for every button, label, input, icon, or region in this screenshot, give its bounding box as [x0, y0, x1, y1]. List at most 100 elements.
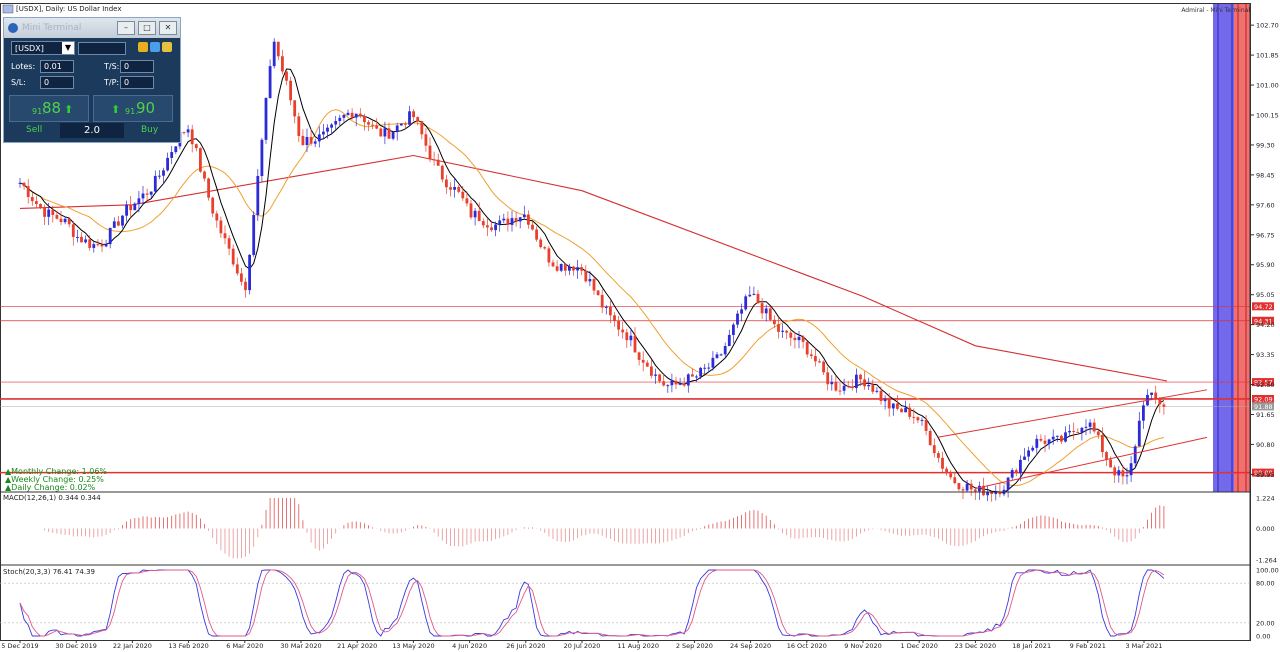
- lots-input[interactable]: 0.01: [40, 60, 74, 73]
- terminal-toolbar[interactable]: [138, 42, 172, 52]
- candle-body: [96, 244, 100, 246]
- close-icon[interactable]: ✕: [159, 21, 177, 35]
- buy-button[interactable]: Buy: [141, 125, 159, 135]
- candle-body: [1027, 450, 1030, 457]
- lot-size-input[interactable]: 2.0: [60, 123, 124, 138]
- tp-input[interactable]: 0: [120, 76, 154, 89]
- ts-input[interactable]: 0: [120, 60, 154, 73]
- candle-body: [174, 146, 178, 153]
- candle-body: [145, 193, 149, 195]
- level-badge: [1252, 468, 1274, 477]
- symbol-select[interactable]: [USDX] ▼: [11, 41, 75, 55]
- candle-body: [547, 248, 551, 263]
- minimize-icon[interactable]: –: [117, 21, 135, 35]
- y-tick-label: 101.85: [1256, 52, 1279, 60]
- candle-body: [719, 354, 723, 356]
- buy-price-button[interactable]: ⬆ 91. 90: [93, 95, 173, 122]
- y-tick-label: 98.45: [1256, 171, 1275, 179]
- candle-body: [219, 220, 223, 234]
- candle-body: [117, 221, 120, 226]
- stoch-tick-label: 100.00: [1256, 567, 1279, 575]
- sell-price-button[interactable]: 91. 88 ⬆: [9, 95, 89, 122]
- candle-body: [43, 207, 46, 217]
- x-tick-label: 24 Sep 2020: [730, 642, 771, 650]
- macd-tick-label: 0.000: [1256, 525, 1275, 533]
- candle-body: [436, 159, 440, 166]
- chevron-down-icon[interactable]: ▼: [62, 42, 74, 54]
- candle-body: [1064, 432, 1067, 442]
- candle-body: [760, 303, 764, 314]
- candle-body: [957, 483, 961, 490]
- gear-icon[interactable]: [150, 42, 160, 52]
- candle-body: [732, 324, 735, 335]
- candle-body: [399, 123, 403, 126]
- info-icon[interactable]: [162, 42, 172, 52]
- candle-body: [137, 198, 141, 204]
- level-label: 90.00: [1254, 469, 1273, 477]
- symbol-extra-field[interactable]: [78, 42, 126, 55]
- candle-body: [1019, 459, 1022, 474]
- candle-body: [736, 313, 739, 325]
- candle-body: [625, 332, 629, 341]
- candle-body: [461, 191, 465, 199]
- candle-body: [662, 381, 666, 386]
- candle-body: [129, 204, 133, 211]
- candle-body: [510, 218, 514, 225]
- candle-body: [59, 218, 63, 223]
- orders-icon[interactable]: [138, 42, 148, 52]
- candle-body: [465, 198, 469, 204]
- candle-body: [1101, 434, 1104, 453]
- candle-body: [149, 191, 153, 195]
- candle-body: [190, 129, 194, 145]
- candle-body: [686, 374, 690, 386]
- candle-body: [326, 127, 329, 132]
- candle-body: [691, 374, 694, 377]
- candle-body: [551, 262, 555, 267]
- candle-body: [486, 225, 489, 228]
- x-tick-label: 4 Jun 2020: [452, 642, 487, 650]
- mini-terminal-titlebar[interactable]: Mini Terminal – □ ✕: [4, 18, 180, 38]
- candle-body: [248, 254, 251, 291]
- x-tick-label: 22 Jan 2020: [113, 642, 152, 650]
- candle-body: [375, 125, 379, 129]
- candle-body: [223, 233, 227, 239]
- lots-label: Lotes:: [11, 62, 36, 71]
- y-tick-label: 99.30: [1256, 141, 1275, 149]
- candle-body: [350, 112, 354, 118]
- sl-input[interactable]: 0: [40, 76, 74, 89]
- candle-body: [1006, 477, 1010, 490]
- candle-body: [420, 121, 424, 135]
- maximize-icon[interactable]: □: [138, 21, 156, 35]
- sell-button[interactable]: Sell: [26, 125, 43, 135]
- candle-body: [596, 290, 600, 295]
- candle-body: [235, 264, 239, 274]
- candle-body: [863, 379, 866, 387]
- candle-body: [1117, 470, 1121, 476]
- candle-body: [1154, 392, 1158, 399]
- candle-body: [965, 483, 969, 491]
- candle-body: [445, 179, 448, 188]
- y-tick-label: 89.95: [1256, 471, 1275, 479]
- candle-body: [666, 385, 670, 387]
- candle-body: [67, 218, 71, 225]
- candle-body: [1055, 435, 1059, 437]
- candle-body: [928, 430, 932, 446]
- candle-body: [108, 227, 112, 245]
- y-tick-label: 102.70: [1256, 22, 1279, 30]
- candle-body: [937, 453, 940, 458]
- candle-body: [531, 224, 534, 230]
- mini-terminal[interactable]: Mini Terminal – □ ✕ [USDX] ▼ Lotes: 0.01…: [3, 17, 181, 143]
- candle-body: [194, 144, 198, 149]
- candle-body: [47, 209, 51, 217]
- candle-body: [998, 491, 1002, 495]
- candle-body: [682, 383, 686, 386]
- macd-label: MACD(12,26,1) 0.344 0.344: [3, 494, 101, 502]
- candle-body: [789, 332, 793, 338]
- candle-body: [449, 187, 452, 190]
- candle-body: [76, 236, 79, 238]
- candle-body: [785, 330, 789, 333]
- candle-body: [428, 145, 432, 160]
- candle-body: [477, 210, 481, 222]
- x-tick-label: 18 Jan 2021: [1012, 642, 1051, 650]
- candle-body: [875, 390, 879, 392]
